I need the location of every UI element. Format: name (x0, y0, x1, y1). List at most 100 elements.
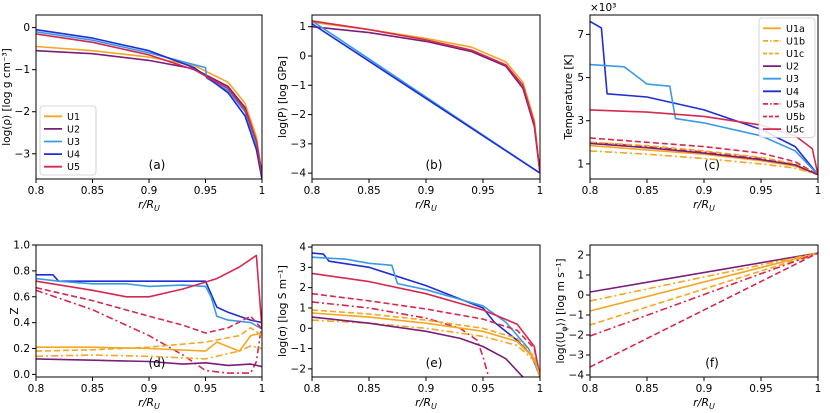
y-tick-label: 1 (299, 302, 306, 314)
y-tick-label: 0.2 (13, 343, 30, 355)
x-tick-label: 0.95 (194, 185, 217, 197)
series-line-U1a (590, 252, 818, 312)
y-tick-label: 5 (577, 72, 584, 84)
series-line-U2 (590, 252, 818, 293)
x-tick-label: 0.9 (696, 185, 713, 197)
x-tick-label: 0.8 (304, 185, 321, 197)
panel-label: (d) (149, 356, 166, 370)
series-group (312, 20, 540, 174)
legend-label-U1b: U1b (786, 36, 805, 47)
series-line-U3 (312, 256, 540, 377)
x-axis-label: r/RU (138, 198, 160, 213)
x-tick-label: 1 (537, 185, 544, 197)
y-tick-label: 1 (577, 270, 584, 282)
y-tick-label: −3 (291, 138, 306, 150)
y-axis-label: log(σ) [log S m⁻¹] (277, 265, 289, 357)
y-tick-label: −3 (15, 148, 30, 160)
x-axis-label: r/RU (693, 198, 715, 213)
x-tick-label: 0.9 (141, 383, 158, 395)
x-axis-label: r/RU (138, 396, 160, 411)
series-line-U5b (590, 252, 818, 368)
y-tick-label: −3 (569, 350, 584, 362)
y-tick-label: 0 (23, 22, 30, 34)
series-line-U1b (590, 150, 818, 176)
x-tick-label: 1 (815, 383, 822, 395)
legend-box (758, 17, 816, 138)
x-tick-label: 0.95 (471, 383, 494, 395)
x-tick-label: 0.95 (749, 185, 772, 197)
y-tick-label: 3 (299, 262, 306, 274)
y-tick-label: −2 (291, 363, 306, 375)
series-line-U5b (36, 286, 262, 334)
x-tick-label: 1 (259, 383, 266, 395)
series-line-U5b (590, 137, 818, 176)
legend-box (39, 105, 97, 176)
legend-label-U4: U4 (67, 150, 80, 161)
series-line-U4 (590, 20, 818, 176)
panel-e: 0.8 0.85 0.9 0.95 1 −2 −1 0 1 2 3 4 r/RU log(σ) [log … (277, 242, 543, 411)
legend-label-U1a: U1a (786, 24, 805, 35)
x-tick-label: 0.85 (81, 185, 104, 197)
series-line-U1c (590, 141, 818, 176)
series-line-U5c (36, 254, 262, 330)
series-line-U1a (590, 144, 818, 176)
y-axis-label: Z (9, 307, 21, 314)
x-tick-label: 0.85 (357, 383, 380, 395)
panel-a: 0.8 0.85 0.9 0.95 1 −3 −2 −1 0 r/RU log(ρ) [log g … (1, 14, 266, 213)
series-line-U1a (312, 312, 540, 377)
series-group (36, 254, 262, 374)
y-tick-label: 4 (299, 242, 306, 254)
y-tick-label: 1 (577, 158, 584, 170)
series-group (312, 252, 540, 377)
x-tick-label: 0.85 (81, 383, 104, 395)
x-tick-label: 1 (815, 185, 822, 197)
x-tick-label: 0.8 (304, 383, 321, 395)
legend-label-U2: U2 (786, 62, 799, 73)
y-axis-label: log(ρ) [log g cm⁻³] (1, 48, 13, 146)
x-tick-label: 0.9 (696, 383, 713, 395)
x-axis-label: r/RU (693, 396, 715, 411)
y-tick-label: 0 (299, 323, 306, 335)
y-tick-label: −4 (569, 370, 585, 382)
series-line-U3 (590, 63, 818, 176)
panel-f: 0.8 0.85 0.9 0.95 1 −4 −3 −2 −1 0 1 2 r/RU log(⟨Uφ⟩) … (555, 244, 822, 411)
x-tick-label: 1 (259, 185, 266, 197)
series-line-U1b (312, 319, 540, 377)
series-line-U1a (36, 332, 262, 352)
x-tick-label: 0.9 (418, 185, 435, 197)
x-tick-label: 0.85 (357, 185, 380, 197)
panel-label: (a) (149, 158, 166, 172)
legend-label-U5: U5 (67, 162, 80, 173)
series-line-U3 (36, 31, 262, 179)
panel-c: 0.8 0.85 0.9 0.95 1 1 3 5 7 r/RU Temperature [K] (c… (563, 2, 821, 213)
series-line-U4 (312, 23, 540, 174)
y-tick-label: 3 (577, 115, 584, 127)
y-tick-label: −1 (15, 64, 30, 76)
x-tick-label: 1 (537, 383, 544, 395)
x-tick-label: 0.95 (749, 383, 772, 395)
y-tick-label: 2 (577, 250, 584, 262)
series-line-U5 (36, 33, 262, 175)
series-line-U5a (590, 252, 818, 337)
series-line-U1 (36, 45, 262, 175)
series-line-U2 (312, 316, 524, 377)
x-tick-label: 0.95 (194, 383, 217, 395)
y-tick-label: 0.6 (13, 291, 30, 303)
panel-label: (b) (426, 158, 443, 172)
y-tick-label: −4 (291, 168, 307, 180)
x-tick-label: 0.8 (28, 383, 45, 395)
series-line-U1c (312, 309, 540, 377)
y-tick-label: 2 (299, 282, 306, 294)
series-group (590, 252, 818, 368)
x-tick-label: 0.95 (471, 185, 494, 197)
series-line-U2 (312, 25, 540, 174)
y-tick-label: 0 (577, 290, 584, 302)
y-tick-label: 1.0 (13, 240, 30, 252)
y-axis-label: Temperature [K] (563, 55, 575, 141)
legend-label-U4: U4 (786, 87, 799, 98)
panel-label: (f) (705, 356, 719, 370)
x-tick-label: 0.85 (635, 185, 658, 197)
